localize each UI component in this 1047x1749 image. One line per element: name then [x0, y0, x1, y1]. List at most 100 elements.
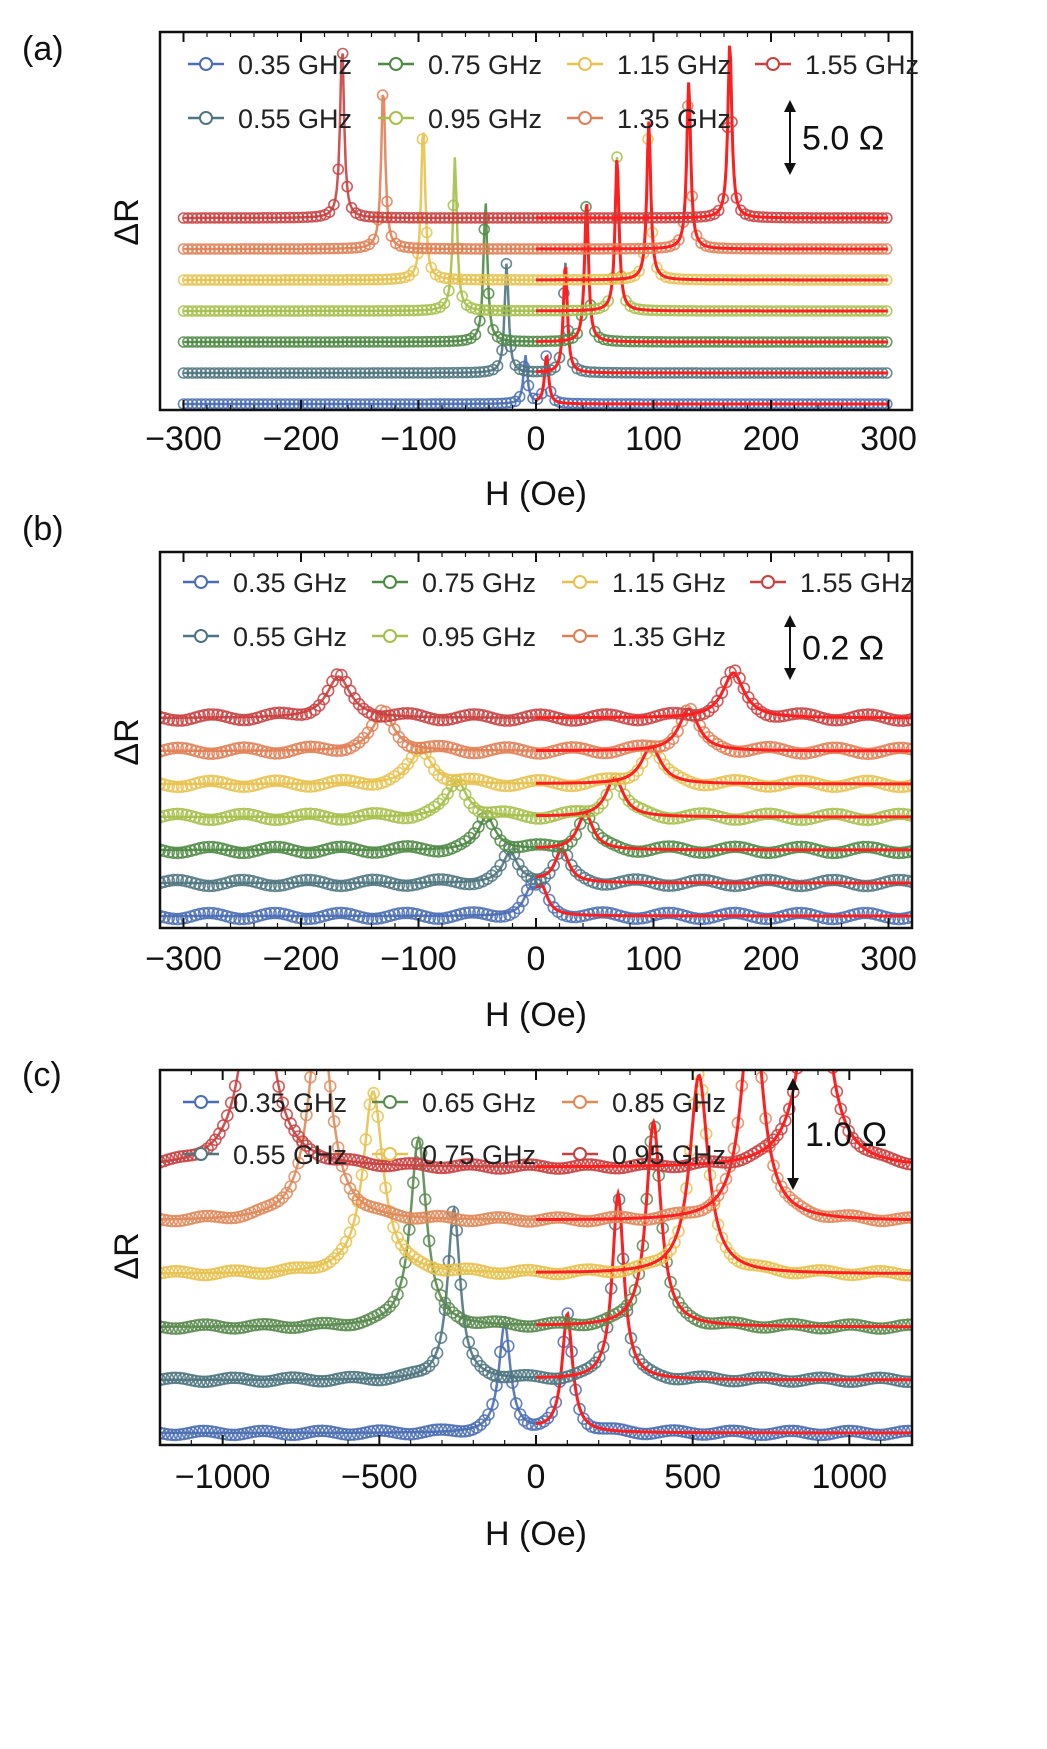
- data-point: [666, 879, 680, 892]
- data-point: [160, 1267, 167, 1280]
- data-point: [290, 778, 304, 792]
- data-point: [786, 878, 799, 892]
- data-point: [162, 874, 176, 888]
- data-point: [834, 779, 848, 793]
- data-point: [326, 775, 339, 788]
- data-point: [239, 305, 252, 317]
- data-point: [310, 243, 323, 255]
- data-point: [161, 1265, 175, 1279]
- fit-curve: [536, 266, 888, 375]
- data-point: [763, 1136, 776, 1150]
- data-point: [509, 1397, 523, 1410]
- data-point: [186, 212, 199, 224]
- data-point: [691, 1428, 705, 1441]
- legend-item: 1.35 GHz: [562, 622, 726, 652]
- data-point: [197, 1424, 210, 1438]
- data-point: [513, 212, 526, 224]
- data-point: [372, 367, 384, 379]
- data-point: [454, 1213, 468, 1227]
- data-point: [456, 212, 469, 224]
- data-point: [728, 906, 742, 920]
- data-point: [465, 243, 477, 255]
- data-point: [846, 1209, 859, 1222]
- legend-label: 1.55 GHz: [800, 568, 914, 598]
- data-point: [695, 1428, 709, 1441]
- data-point: [248, 1425, 262, 1438]
- data-point: [233, 807, 246, 821]
- data-point: [472, 708, 485, 722]
- x-tick-label: 200: [743, 420, 800, 458]
- data-point: [327, 1252, 341, 1265]
- data-point: [308, 1374, 321, 1388]
- data-point: [226, 305, 238, 317]
- data-point: [491, 243, 504, 255]
- data-point: [395, 1427, 408, 1440]
- data-point: [260, 1424, 274, 1438]
- data-point: [817, 845, 830, 858]
- data-point: [427, 912, 441, 925]
- data-point: [273, 746, 286, 760]
- data-point: [273, 879, 286, 893]
- data-point: [856, 747, 870, 760]
- fit-curve: [536, 812, 912, 852]
- legend-swatch-marker: [199, 111, 213, 125]
- series-0-75-GHz: [177, 201, 893, 348]
- data-point: [235, 305, 247, 317]
- data-point: [430, 1346, 444, 1360]
- data-point: [664, 1424, 677, 1437]
- data-point: [230, 274, 243, 286]
- data-point: [239, 243, 252, 255]
- data-point: [261, 212, 274, 224]
- data-point: [160, 710, 167, 724]
- data-point: [379, 1424, 392, 1438]
- data-point: [497, 1211, 511, 1224]
- data-point: [818, 1321, 832, 1335]
- data-point: [724, 840, 737, 854]
- data-point: [261, 305, 274, 317]
- data-point: [221, 1428, 234, 1441]
- data-point: [372, 273, 384, 286]
- legend-swatch-marker: [383, 1095, 397, 1109]
- data-point: [500, 243, 513, 255]
- data-point: [290, 809, 304, 822]
- data-point: [392, 840, 406, 854]
- data-point: [821, 713, 835, 726]
- data-point: [513, 1264, 527, 1277]
- data-point: [668, 1424, 681, 1437]
- data-point: [490, 1315, 503, 1328]
- data-point: [525, 811, 538, 825]
- data-point: [782, 1375, 796, 1388]
- data-point: [581, 1215, 594, 1228]
- data-point: [782, 1190, 796, 1204]
- legend-swatch-marker: [383, 629, 397, 643]
- data-point: [288, 1428, 301, 1442]
- data-point: [273, 840, 286, 854]
- data-point: [487, 397, 499, 410]
- data-point: [304, 912, 317, 926]
- data-point: [286, 707, 300, 721]
- scale-bar-label: 1.0 Ω: [805, 1116, 887, 1154]
- data-point: [402, 1157, 416, 1170]
- data-point: [513, 243, 526, 255]
- data-point: [308, 779, 322, 793]
- data-point: [799, 707, 813, 721]
- data-point: [887, 846, 901, 859]
- data-point: [553, 1267, 567, 1281]
- data-point: [486, 1161, 499, 1175]
- data-point: [790, 906, 804, 920]
- data-point: [264, 746, 277, 760]
- data-point: [395, 1276, 408, 1289]
- data-point: [814, 1264, 828, 1277]
- data-point: [782, 1424, 796, 1438]
- data-point: [370, 846, 384, 859]
- data-point: [560, 779, 574, 793]
- data-point: [719, 812, 733, 825]
- data-point: [852, 907, 866, 920]
- data-point: [335, 744, 348, 757]
- data-point: [230, 367, 243, 379]
- data-point: [635, 911, 649, 925]
- data-point: [443, 243, 455, 255]
- data-point: [182, 274, 194, 286]
- data-point: [193, 1210, 206, 1223]
- data-point: [213, 274, 225, 286]
